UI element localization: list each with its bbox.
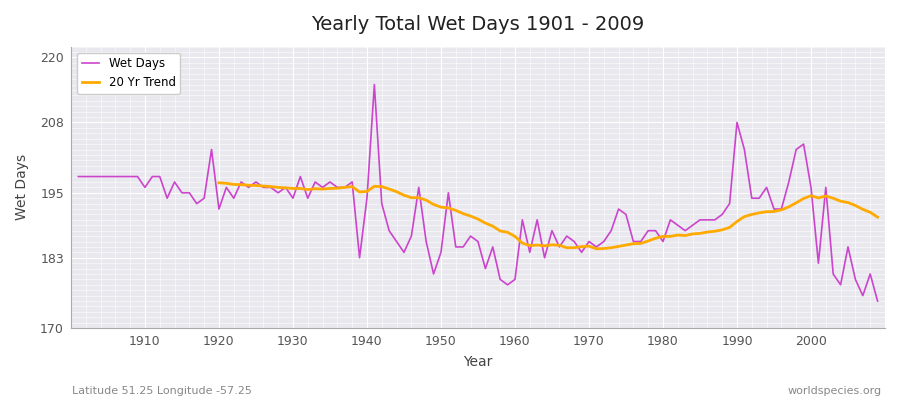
Wet Days: [369, 82, 380, 87]
X-axis label: Year: Year: [464, 355, 492, 369]
20 Yr Trend: [680, 233, 690, 238]
Wet Days: [339, 185, 350, 190]
Y-axis label: Wet Days: Wet Days: [15, 154, 29, 220]
20 Yr Trend: [213, 180, 224, 185]
Text: Latitude 51.25 Longitude -57.25: Latitude 51.25 Longitude -57.25: [72, 386, 252, 396]
Wet Days: [295, 174, 306, 179]
20 Yr Trend: [872, 215, 883, 220]
20 Yr Trend: [413, 195, 424, 200]
Line: Wet Days: Wet Days: [78, 84, 878, 301]
Wet Days: [872, 299, 883, 304]
Wet Days: [73, 174, 84, 179]
20 Yr Trend: [783, 204, 794, 209]
20 Yr Trend: [302, 187, 313, 192]
Line: 20 Yr Trend: 20 Yr Trend: [219, 183, 878, 249]
20 Yr Trend: [769, 209, 779, 214]
Legend: Wet Days, 20 Yr Trend: Wet Days, 20 Yr Trend: [76, 52, 180, 94]
20 Yr Trend: [591, 246, 602, 251]
Title: Yearly Total Wet Days 1901 - 2009: Yearly Total Wet Days 1901 - 2009: [311, 15, 644, 34]
20 Yr Trend: [850, 203, 860, 208]
Wet Days: [606, 228, 616, 233]
Text: worldspecies.org: worldspecies.org: [788, 386, 882, 396]
Wet Days: [132, 174, 143, 179]
Wet Days: [517, 218, 527, 222]
Wet Days: [509, 277, 520, 282]
